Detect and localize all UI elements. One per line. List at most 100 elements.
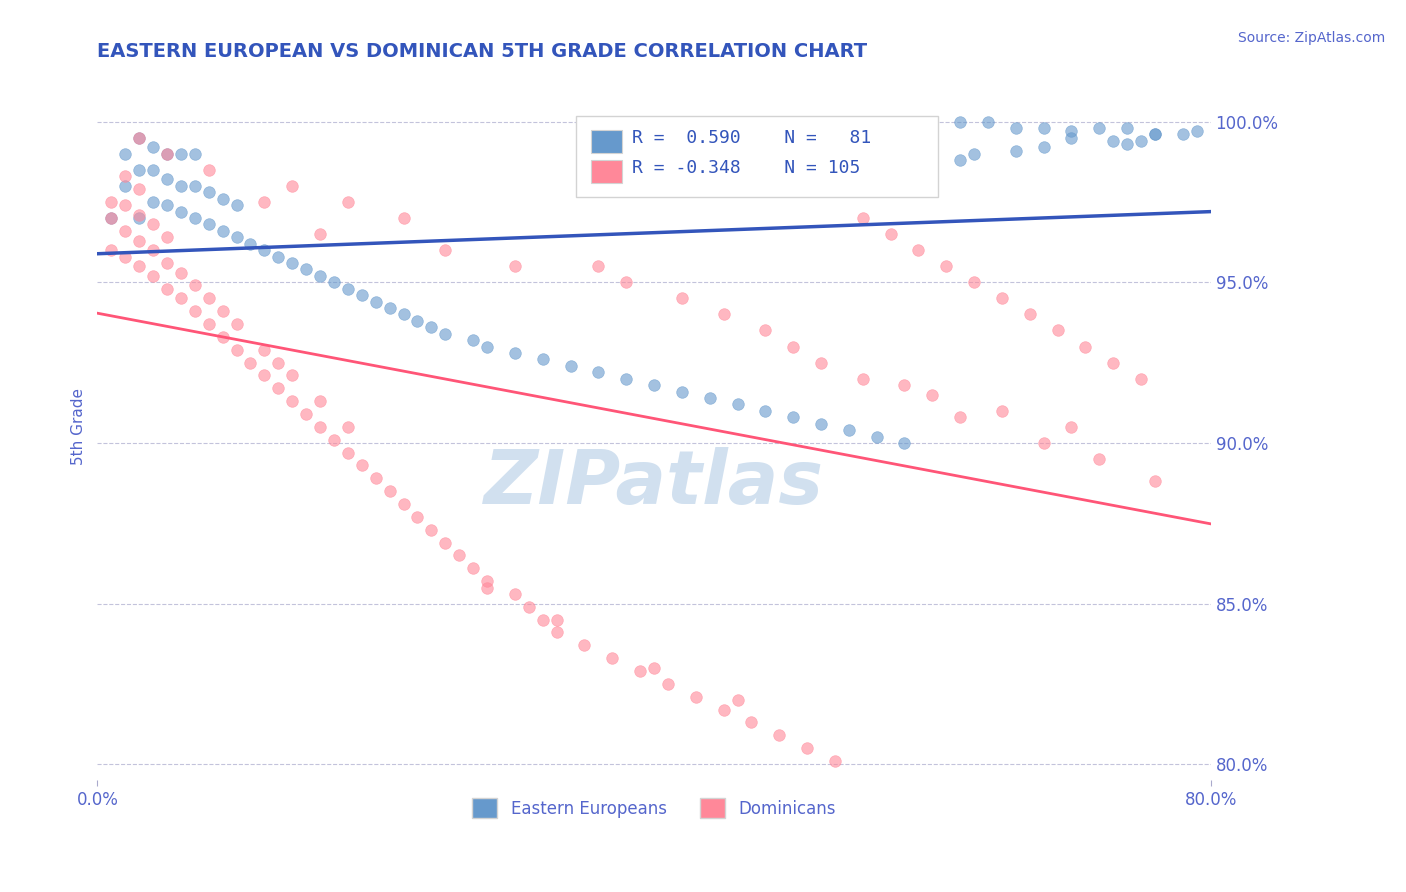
- Point: [323, 275, 346, 289]
- Point: [727, 693, 749, 707]
- Point: [142, 218, 165, 232]
- Point: [810, 356, 832, 370]
- Point: [128, 130, 150, 145]
- Point: [949, 410, 972, 425]
- Point: [267, 381, 290, 395]
- Point: [782, 410, 804, 425]
- Point: [782, 339, 804, 353]
- Point: [211, 224, 233, 238]
- Point: [1185, 124, 1208, 138]
- Point: [170, 204, 193, 219]
- Point: [1032, 140, 1054, 154]
- Point: [503, 259, 526, 273]
- Point: [170, 178, 193, 193]
- Point: [713, 307, 735, 321]
- Point: [713, 703, 735, 717]
- Point: [114, 250, 136, 264]
- Point: [628, 664, 651, 678]
- Point: [754, 323, 776, 337]
- Point: [614, 372, 637, 386]
- Point: [879, 153, 901, 168]
- Point: [1032, 121, 1054, 136]
- Point: [643, 378, 665, 392]
- Point: [824, 754, 846, 768]
- Point: [1074, 339, 1097, 353]
- Point: [1102, 356, 1125, 370]
- Point: [392, 211, 415, 225]
- Point: [170, 291, 193, 305]
- Point: [574, 638, 596, 652]
- Point: [225, 317, 247, 331]
- Point: [309, 420, 332, 434]
- Point: [935, 259, 957, 273]
- Point: [963, 275, 986, 289]
- Point: [184, 211, 207, 225]
- Point: [267, 250, 290, 264]
- Point: [336, 282, 359, 296]
- Point: [713, 166, 735, 180]
- Point: [100, 194, 122, 209]
- Point: [907, 243, 929, 257]
- Point: [768, 728, 790, 742]
- Point: [114, 146, 136, 161]
- Point: [114, 169, 136, 184]
- FancyBboxPatch shape: [591, 161, 621, 183]
- Point: [588, 259, 610, 273]
- Point: [128, 130, 150, 145]
- Point: [184, 178, 207, 193]
- Point: [211, 192, 233, 206]
- Point: [100, 243, 122, 257]
- Point: [1116, 121, 1139, 136]
- Point: [503, 587, 526, 601]
- Point: [1060, 420, 1083, 434]
- Point: [420, 523, 443, 537]
- Point: [184, 146, 207, 161]
- Point: [449, 549, 471, 563]
- Point: [657, 677, 679, 691]
- Point: [156, 282, 179, 296]
- Point: [156, 256, 179, 270]
- Point: [142, 243, 165, 257]
- Point: [156, 198, 179, 212]
- FancyBboxPatch shape: [591, 130, 621, 153]
- Point: [350, 288, 373, 302]
- Point: [281, 178, 304, 193]
- Point: [281, 256, 304, 270]
- FancyBboxPatch shape: [576, 116, 938, 197]
- Point: [142, 162, 165, 177]
- Point: [517, 599, 540, 614]
- Point: [1130, 134, 1153, 148]
- Point: [156, 172, 179, 186]
- Y-axis label: 5th Grade: 5th Grade: [72, 388, 86, 466]
- Point: [740, 715, 762, 730]
- Point: [197, 186, 219, 200]
- Point: [475, 581, 498, 595]
- Point: [1143, 128, 1166, 142]
- Point: [434, 243, 457, 257]
- Point: [142, 140, 165, 154]
- Point: [643, 661, 665, 675]
- Point: [225, 230, 247, 244]
- Point: [810, 417, 832, 431]
- Point: [197, 317, 219, 331]
- Point: [893, 436, 915, 450]
- Point: [531, 352, 554, 367]
- Point: [1060, 130, 1083, 145]
- Point: [350, 458, 373, 473]
- Point: [267, 356, 290, 370]
- Point: [225, 198, 247, 212]
- Text: Source: ZipAtlas.com: Source: ZipAtlas.com: [1237, 31, 1385, 45]
- Point: [295, 262, 318, 277]
- Point: [671, 291, 693, 305]
- Point: [128, 259, 150, 273]
- Point: [170, 146, 193, 161]
- Point: [461, 333, 484, 347]
- Point: [378, 484, 401, 499]
- Point: [392, 497, 415, 511]
- Point: [364, 294, 387, 309]
- Point: [1116, 137, 1139, 152]
- Point: [100, 211, 122, 225]
- Point: [406, 509, 429, 524]
- Text: ZIPatlas: ZIPatlas: [484, 447, 824, 520]
- Point: [211, 330, 233, 344]
